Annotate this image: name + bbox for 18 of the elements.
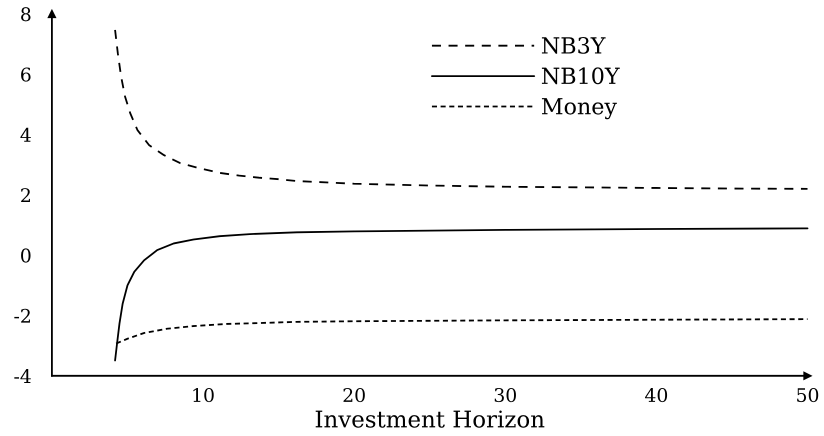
legend-label: Money	[542, 98, 617, 120]
legend-label: NB10Y	[542, 67, 620, 84]
y-tick-label: 4	[20, 128, 31, 142]
x-tick-label: 20	[343, 388, 365, 402]
x-tick-label: 10	[193, 388, 214, 402]
y-tick-label: -2	[14, 308, 30, 323]
y-tick-label: -4	[14, 369, 31, 383]
y-tick-label: 0	[21, 248, 31, 263]
y-tick-label: 2	[21, 188, 30, 202]
y-tick-label: 8	[21, 7, 31, 22]
x-tick-label: 30	[494, 388, 516, 402]
y-tick-label: 6	[21, 67, 31, 82]
line-series	[114, 227, 808, 362]
line-series	[114, 29, 808, 190]
x-tick-label: 40	[645, 388, 668, 402]
x-axis-title: Investment Horizon	[316, 410, 544, 428]
x-tick-label: 50	[797, 388, 818, 402]
legend-label: NB3Y	[542, 36, 606, 54]
